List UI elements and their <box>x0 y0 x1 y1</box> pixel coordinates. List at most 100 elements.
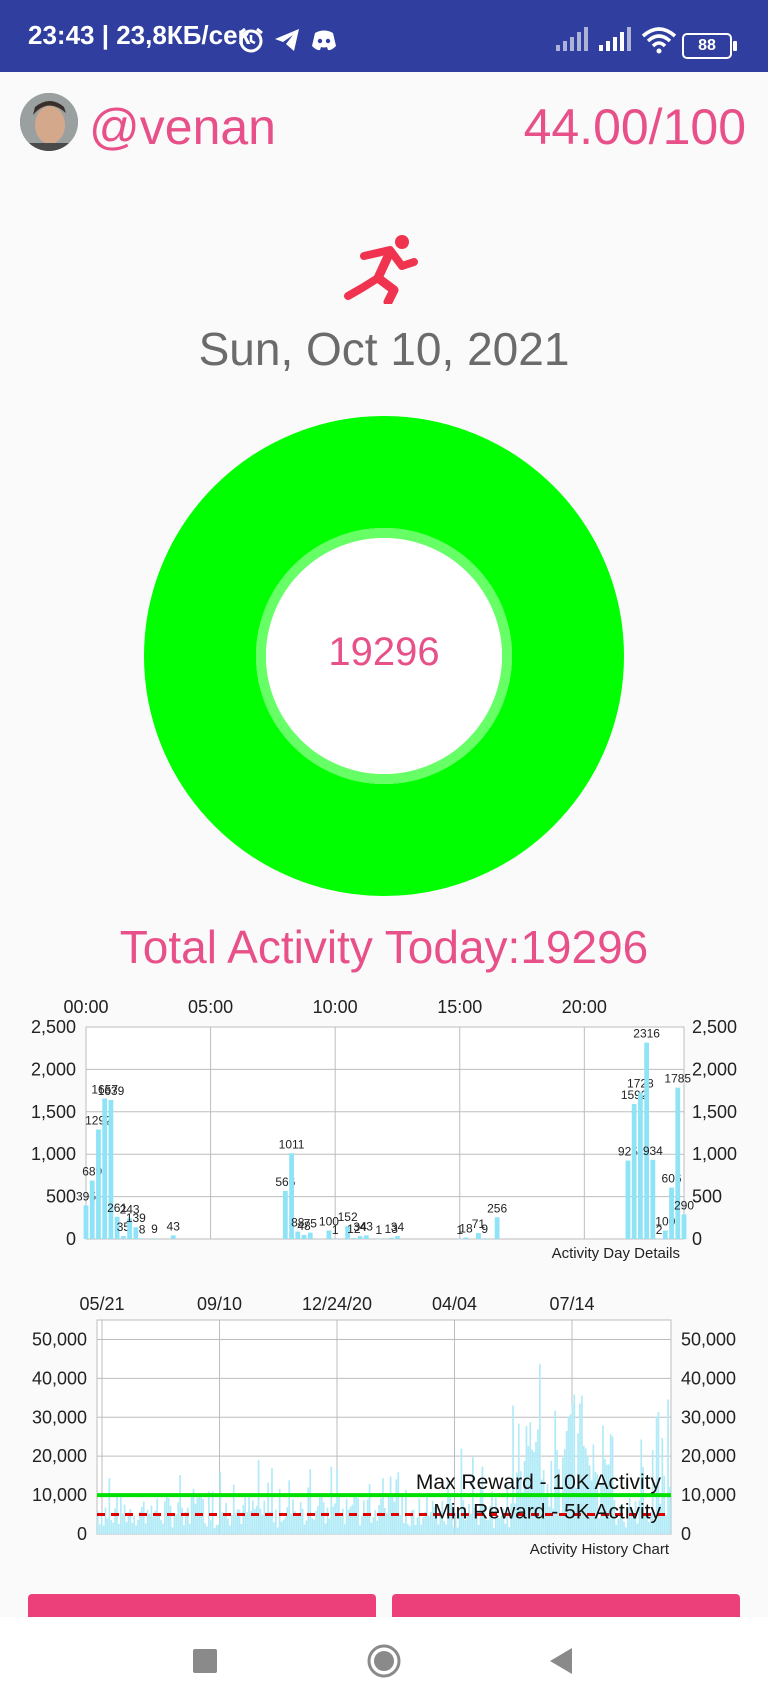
history-bar <box>372 1517 375 1534</box>
history-bar <box>211 1491 214 1534</box>
bar <box>295 1231 301 1239</box>
back-button[interactable] <box>548 1647 574 1675</box>
bar <box>494 1217 500 1239</box>
history-bar <box>357 1497 359 1534</box>
history-bar <box>202 1499 204 1534</box>
reward-line-label: Max Reward - 10K Activity <box>416 1471 662 1494</box>
history-bar <box>609 1434 612 1534</box>
history-bar <box>244 1496 247 1534</box>
history-bar <box>288 1480 291 1534</box>
history-bar <box>581 1395 583 1534</box>
bar <box>83 1205 89 1239</box>
history-bar <box>389 1476 392 1534</box>
y-tick-label-right: 0 <box>692 1229 702 1249</box>
history-bar <box>108 1477 111 1534</box>
history-bar <box>267 1482 270 1534</box>
history-bar <box>118 1523 120 1534</box>
y-tick-label-left: 30,000 <box>32 1407 87 1427</box>
history-bar <box>661 1437 664 1534</box>
history-bar <box>150 1505 153 1534</box>
history-bar <box>265 1512 268 1534</box>
history-bar <box>464 1520 467 1534</box>
history-bar <box>152 1516 155 1534</box>
bar <box>656 1238 662 1240</box>
history-bar <box>343 1523 346 1534</box>
history-bar <box>665 1515 667 1534</box>
bar <box>152 1238 157 1239</box>
ring-track <box>144 416 624 896</box>
history-bar <box>330 1466 333 1534</box>
history-bar <box>207 1491 210 1534</box>
history-bar <box>146 1509 149 1534</box>
data-label: 43 <box>167 1219 181 1233</box>
history-bar <box>602 1425 604 1534</box>
x-tick-label: 04/04 <box>432 1294 477 1314</box>
history-bar <box>556 1450 558 1534</box>
history-bar <box>590 1480 593 1534</box>
history-bar <box>646 1506 648 1534</box>
status-time-speed: 23:43 | 23,8КБ/сек <box>28 20 251 50</box>
bar <box>463 1237 469 1239</box>
history-bar <box>309 1469 312 1534</box>
avatar[interactable] <box>20 93 78 151</box>
history-bar <box>250 1510 252 1534</box>
y-tick-label-right: 1,000 <box>692 1144 737 1164</box>
history-bar <box>582 1445 585 1534</box>
history-bar <box>318 1494 321 1534</box>
history-bar <box>399 1515 402 1534</box>
recents-button[interactable] <box>192 1648 218 1674</box>
bar <box>301 1234 307 1239</box>
history-bar <box>112 1522 115 1534</box>
history-bar <box>456 1527 459 1534</box>
history-bar <box>336 1469 338 1534</box>
history-bar <box>529 1422 532 1534</box>
history-bar <box>217 1524 220 1534</box>
history-bar <box>619 1505 622 1534</box>
date-label: Sun, Oct 10, 2021 <box>198 323 570 375</box>
y-tick-label-left: 0 <box>77 1524 87 1544</box>
history-bar <box>311 1518 314 1534</box>
history-bar <box>429 1511 432 1534</box>
y-tick-label-right: 2,500 <box>692 1017 737 1037</box>
history-bar <box>133 1515 136 1534</box>
history-bar <box>269 1511 271 1534</box>
history-bar <box>458 1513 461 1534</box>
history-bar <box>554 1410 557 1534</box>
bar <box>650 1159 656 1239</box>
history-bar <box>341 1508 344 1534</box>
chart-caption: Activity Day Details <box>552 1245 680 1262</box>
bar <box>482 1238 488 1239</box>
history-bar <box>651 1450 654 1534</box>
history-bar <box>131 1522 134 1534</box>
history-bar <box>630 1510 633 1534</box>
history-bar <box>579 1403 581 1534</box>
history-bar <box>106 1518 109 1534</box>
signal-icon <box>599 27 631 51</box>
history-bar <box>443 1521 446 1534</box>
history-bar <box>368 1484 371 1534</box>
history-bar <box>569 1414 572 1534</box>
data-label: 1785 <box>664 1072 691 1086</box>
bar <box>638 1092 643 1239</box>
history-bar <box>634 1501 637 1534</box>
history-bar <box>596 1473 599 1534</box>
history-bar <box>632 1517 635 1534</box>
bar <box>644 1042 650 1239</box>
history-bar <box>156 1498 159 1534</box>
history-bar <box>466 1514 468 1534</box>
history-bar <box>307 1487 310 1534</box>
history-bar <box>374 1509 377 1534</box>
bar <box>363 1235 369 1239</box>
x-tick-label: 07/14 <box>549 1294 594 1314</box>
bar <box>631 1103 637 1239</box>
bar <box>351 1237 357 1239</box>
history-bar <box>403 1523 405 1534</box>
history-bar <box>364 1516 367 1534</box>
history-bar <box>638 1500 641 1534</box>
home-button[interactable] <box>366 1643 402 1679</box>
y-tick-label-left: 10,000 <box>32 1485 87 1505</box>
history-bar <box>349 1506 352 1534</box>
y-tick-label-right: 1,500 <box>692 1102 737 1122</box>
x-tick-label: 00:00 <box>63 997 108 1017</box>
history-bar <box>215 1525 218 1534</box>
